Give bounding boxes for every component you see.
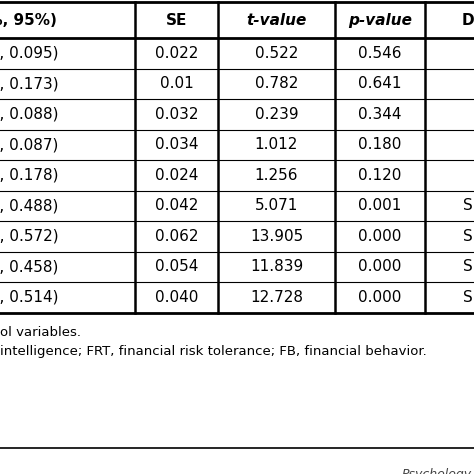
Text: 0.000: 0.000 bbox=[358, 290, 401, 305]
Text: 0.522: 0.522 bbox=[255, 46, 298, 61]
Text: 12.728: 12.728 bbox=[250, 290, 303, 305]
Text: 0.045, 0.087): 0.045, 0.087) bbox=[0, 137, 59, 152]
Text: 11.839: 11.839 bbox=[250, 259, 303, 274]
Text: 0.344: 0.344 bbox=[358, 107, 402, 122]
Text: 0.024: 0.024 bbox=[155, 168, 198, 183]
Text: 0.641: 0.641 bbox=[358, 76, 402, 91]
Text: 0.01: 0.01 bbox=[160, 76, 193, 91]
Text: 0.000: 0.000 bbox=[358, 229, 401, 244]
Text: 0.022: 0.022 bbox=[155, 46, 198, 61]
Text: intelligence; FRT, financial risk tolerance; FB, financial behavior.: intelligence; FRT, financial risk tolera… bbox=[0, 345, 427, 357]
Text: 0.003, 0.178): 0.003, 0.178) bbox=[0, 168, 59, 183]
Text: I (5%, 95%): I (5%, 95%) bbox=[0, 12, 56, 27]
Text: 0.120: 0.120 bbox=[358, 168, 401, 183]
Text: 0.042: 0.042 bbox=[155, 198, 198, 213]
Text: Psychology: Psychology bbox=[402, 468, 472, 474]
Text: SE: SE bbox=[166, 12, 187, 27]
Text: 0.054: 0.054 bbox=[155, 259, 198, 274]
Text: t-value: t-value bbox=[246, 12, 307, 27]
Text: S: S bbox=[463, 229, 473, 244]
Text: 1.256: 1.256 bbox=[255, 168, 298, 183]
Text: 0.325, 0.514): 0.325, 0.514) bbox=[0, 290, 59, 305]
Text: 0.251, 0.458): 0.251, 0.458) bbox=[0, 259, 59, 274]
Text: S: S bbox=[463, 259, 473, 274]
Text: 0.239: 0.239 bbox=[255, 107, 298, 122]
Text: D: D bbox=[461, 12, 474, 27]
Text: 0.034: 0.034 bbox=[155, 137, 198, 152]
Text: p-value: p-value bbox=[348, 12, 412, 27]
Text: 0.343, 0.572): 0.343, 0.572) bbox=[0, 229, 59, 244]
Text: 1.012: 1.012 bbox=[255, 137, 298, 152]
Text: 0.001: 0.001 bbox=[358, 198, 401, 213]
Text: 5.071: 5.071 bbox=[255, 198, 298, 213]
Text: 0.040: 0.040 bbox=[155, 290, 198, 305]
Text: 0.031, 0.173): 0.031, 0.173) bbox=[0, 76, 59, 91]
Text: S: S bbox=[463, 198, 473, 213]
Text: 0.782: 0.782 bbox=[255, 76, 298, 91]
Text: 0.546: 0.546 bbox=[358, 46, 402, 61]
Text: 0.000: 0.000 bbox=[358, 259, 401, 274]
Text: 0.032, 0.088): 0.032, 0.088) bbox=[0, 107, 59, 122]
Text: 0.062: 0.062 bbox=[155, 229, 198, 244]
Text: ol variables.: ol variables. bbox=[0, 327, 81, 339]
Text: 13.905: 13.905 bbox=[250, 229, 303, 244]
Text: 0.040, 0.095): 0.040, 0.095) bbox=[0, 46, 59, 61]
Text: 0.274, 0.488): 0.274, 0.488) bbox=[0, 198, 59, 213]
Text: 0.180: 0.180 bbox=[358, 137, 401, 152]
Text: S: S bbox=[463, 290, 473, 305]
Text: 0.032: 0.032 bbox=[155, 107, 198, 122]
